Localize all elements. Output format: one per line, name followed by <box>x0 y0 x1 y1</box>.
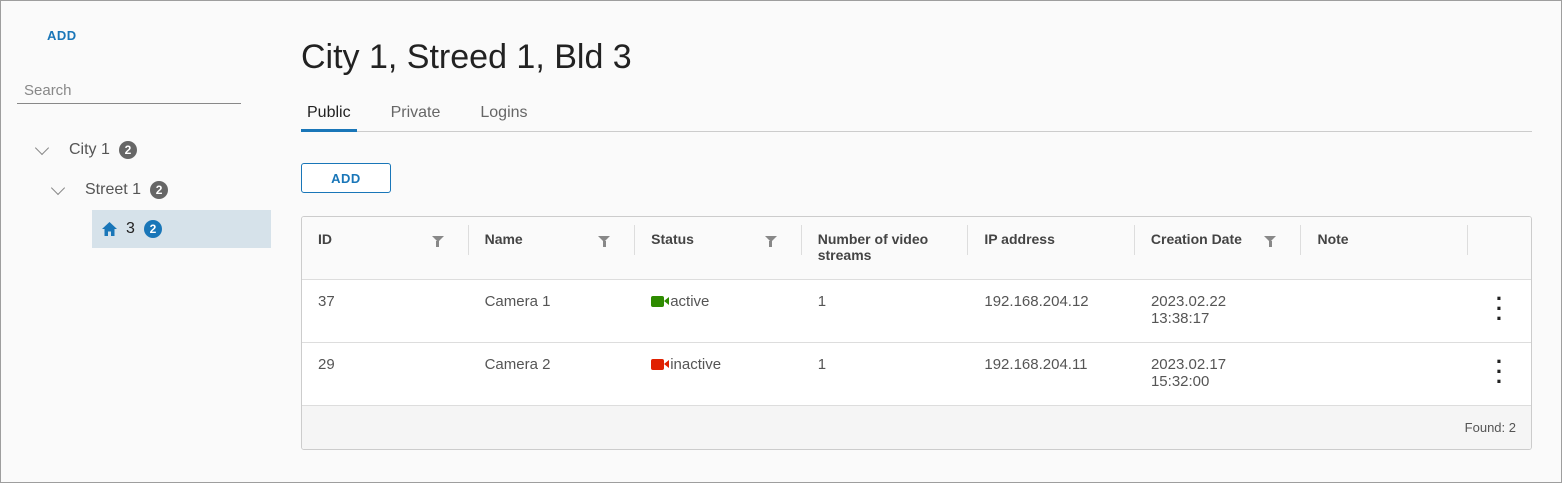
filter-icon[interactable] <box>431 236 444 247</box>
cell-streams: 1 <box>817 356 827 373</box>
column-header-status[interactable]: Status <box>635 217 802 279</box>
table-row[interactable]: 29 Camera 2 inactive 1 192.168.204.11 20… <box>302 343 1531 406</box>
cell-note <box>1302 280 1469 342</box>
tree-node-street[interactable]: Street 1 2 <box>50 180 169 199</box>
video-camera-icon <box>651 296 670 307</box>
cell-status: active <box>635 280 802 342</box>
cell-ip: 192.168.204.11 <box>984 356 1088 373</box>
sidebar-add-button[interactable]: ADD <box>47 28 77 43</box>
filter-icon[interactable] <box>764 236 777 247</box>
table-header: ID Name Status Number of video streams I… <box>302 217 1531 280</box>
chevron-down-icon[interactable] <box>34 140 50 155</box>
tab-logins[interactable]: Logins <box>480 104 528 121</box>
column-header-name[interactable]: Name <box>469 217 636 279</box>
search-input[interactable] <box>17 77 241 104</box>
add-button[interactable]: ADD <box>301 163 391 193</box>
cell-name: Camera 2 <box>484 356 551 373</box>
tab-public[interactable]: Public <box>301 100 357 132</box>
count-badge: 2 <box>118 141 137 159</box>
home-icon <box>102 222 117 236</box>
count-badge: 2 <box>143 220 162 238</box>
column-header-ip[interactable]: IP address <box>968 217 1135 279</box>
tab-bar: Public Private Logins <box>301 100 1532 132</box>
cell-date: 2023.02.22 13:38:17 <box>1150 293 1227 327</box>
more-vert-icon[interactable]: · · · <box>1495 286 1504 331</box>
cell-date: 2023.02.17 15:32:00 <box>1150 356 1227 390</box>
column-header-actions <box>1468 217 1531 279</box>
cell-ip: 192.168.204.12 <box>984 293 1089 310</box>
found-count: Found: 2 <box>302 406 1531 449</box>
cell-id: 29 <box>318 356 335 373</box>
cell-id: 37 <box>318 293 335 310</box>
column-header-note[interactable]: Note <box>1301 217 1468 279</box>
table-row[interactable]: 37 Camera 1 active 1 192.168.204.12 2023… <box>302 280 1531 343</box>
tree-label: 3 <box>126 220 135 237</box>
filter-icon[interactable] <box>598 236 611 247</box>
chevron-down-icon[interactable] <box>50 180 66 195</box>
tab-private[interactable]: Private <box>390 104 441 121</box>
more-vert-icon[interactable]: · · · <box>1495 349 1504 394</box>
video-camera-icon <box>651 359 670 370</box>
cell-note <box>1302 343 1469 405</box>
cameras-table: ID Name Status Number of video streams I… <box>301 216 1532 450</box>
filter-icon[interactable] <box>1264 236 1277 247</box>
cell-streams: 1 <box>817 293 827 310</box>
tree-node-city[interactable]: City 1 2 <box>34 140 137 159</box>
page-title: City 1, Streed 1, Bld 3 <box>301 38 632 76</box>
column-header-date[interactable]: Creation Date <box>1135 217 1302 279</box>
tree-label: City 1 <box>69 141 110 158</box>
column-header-id[interactable]: ID <box>302 217 469 279</box>
count-badge: 2 <box>150 181 169 199</box>
cell-name: Camera 1 <box>484 293 551 310</box>
column-header-streams[interactable]: Number of video streams <box>802 217 969 279</box>
cell-status: inactive <box>635 343 802 405</box>
tree-label: Street 1 <box>85 181 142 198</box>
